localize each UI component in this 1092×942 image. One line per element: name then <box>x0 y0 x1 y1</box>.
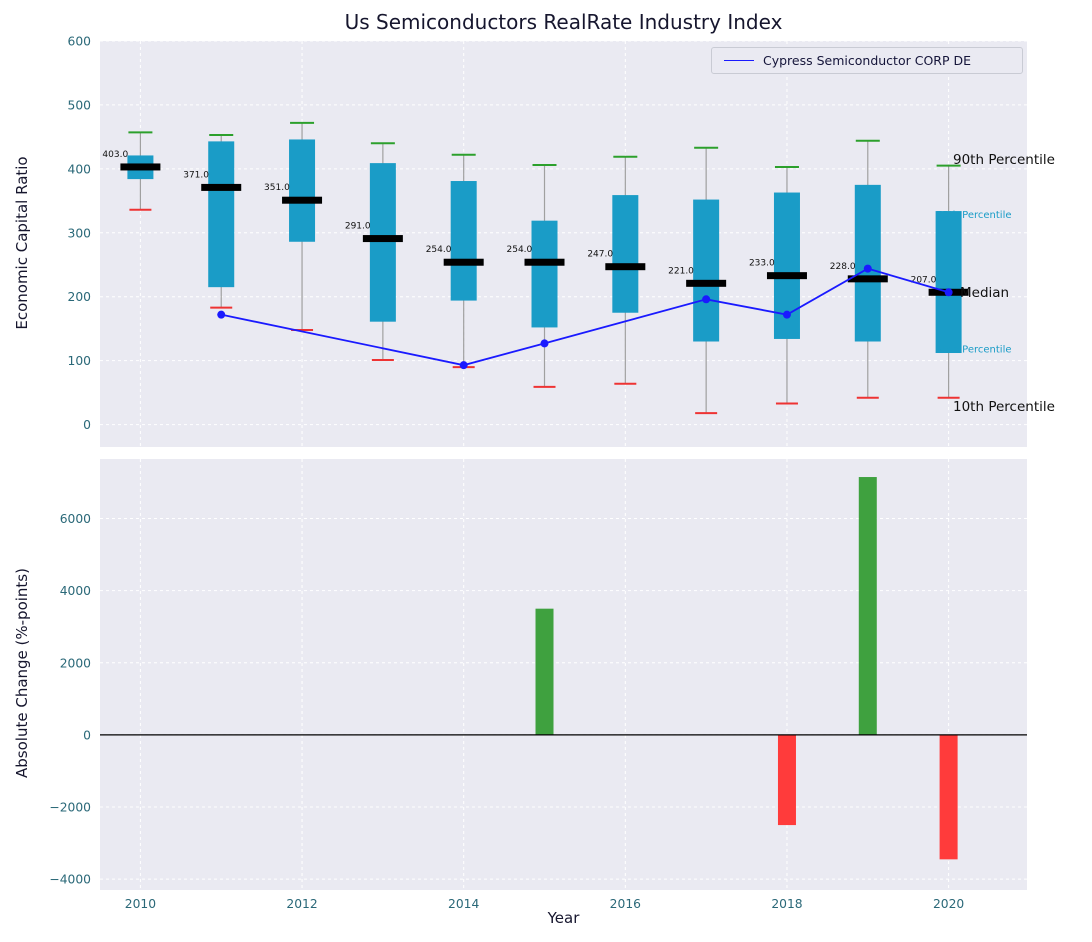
bottom-ytick-label: −4000 <box>49 873 91 887</box>
figure-root: 0 100 200 300 400 500 600 −4000 −2000 0 2000 4000 60… <box>0 0 1092 942</box>
percentile-annotation: 25th Percentile <box>936 344 1012 355</box>
median-value-label: 254.0 <box>426 245 452 255</box>
top-plot-background <box>100 41 1027 447</box>
median-value-label: 403.0 <box>102 150 128 160</box>
company-marker <box>864 265 872 273</box>
bottom-ytick-label: 2000 <box>60 656 91 670</box>
legend-label: Cypress Semiconductor CORP DE <box>763 53 971 68</box>
iqr-box <box>693 200 719 342</box>
company-marker <box>945 288 953 296</box>
bottom-ytick-label: 0 <box>83 728 91 742</box>
top-ytick-label: 300 <box>68 226 91 240</box>
median-value-label: 207.0 <box>911 275 937 285</box>
iqr-box <box>289 139 315 241</box>
top-ytick-label: 200 <box>68 290 91 304</box>
median-value-label: 233.0 <box>749 259 775 269</box>
bottom-ytick-label: 6000 <box>60 512 91 526</box>
chart-canvas: 0 100 200 300 400 500 600 −4000 −2000 0 2000 4000 60… <box>0 0 1092 942</box>
top-ytick-label: 0 <box>83 418 91 432</box>
chart-title: Us Semiconductors RealRate Industry Inde… <box>100 10 1027 34</box>
company-marker <box>217 311 225 319</box>
percentile-annotation: 90th Percentile <box>953 152 1055 168</box>
median-bar <box>363 235 403 242</box>
change-bar <box>940 735 958 859</box>
iqr-box <box>370 163 396 322</box>
iqr-box <box>208 141 234 287</box>
percentile-annotation: 10th Percentile <box>953 399 1055 415</box>
iqr-box <box>855 185 881 342</box>
median-value-label: 247.0 <box>587 250 613 260</box>
median-value-label: 221.0 <box>668 266 694 276</box>
company-marker <box>783 311 791 319</box>
bottom-ytick-label: 4000 <box>60 584 91 598</box>
iqr-box <box>451 181 477 301</box>
top-ytick-label: 500 <box>68 98 91 112</box>
median-bar <box>686 280 726 287</box>
median-value-label: 228.0 <box>830 262 856 272</box>
change-bar <box>778 735 796 825</box>
median-bar <box>767 272 807 279</box>
change-bar <box>536 609 554 735</box>
company-marker <box>541 339 549 347</box>
bottom-ytick-label: −2000 <box>49 801 91 815</box>
iqr-box <box>936 211 962 353</box>
change-bar <box>859 477 877 735</box>
top-ytick-label: 100 <box>68 354 91 368</box>
median-bar <box>120 163 160 170</box>
median-bar <box>444 259 484 266</box>
median-bar <box>201 184 241 191</box>
median-value-label: 351.0 <box>264 183 290 193</box>
median-bar <box>605 263 645 270</box>
company-marker <box>702 295 710 303</box>
median-value-label: 291.0 <box>345 222 371 232</box>
median-value-label: 371.0 <box>183 170 209 180</box>
top-ytick-label: 600 <box>68 35 91 49</box>
percentile-annotation: 75th Percentile <box>936 210 1012 221</box>
legend-line-sample-icon <box>724 60 754 61</box>
legend: Cypress Semiconductor CORP DE <box>711 47 1023 74</box>
percentile-annotation: Median <box>960 285 1009 301</box>
top-y-axis-label: Economic Capital Ratio <box>13 40 31 446</box>
iqr-box <box>612 195 638 313</box>
median-value-label: 254.0 <box>507 245 533 255</box>
x-axis-label: Year <box>100 909 1027 927</box>
median-bar <box>525 259 565 266</box>
top-ytick-label: 400 <box>68 162 91 176</box>
median-bar <box>282 197 322 204</box>
iqr-box <box>532 221 558 328</box>
company-marker <box>460 361 468 369</box>
bottom-y-axis-label: Absolute Change (%-points) <box>13 457 31 889</box>
bottom-plot-background <box>100 459 1027 890</box>
